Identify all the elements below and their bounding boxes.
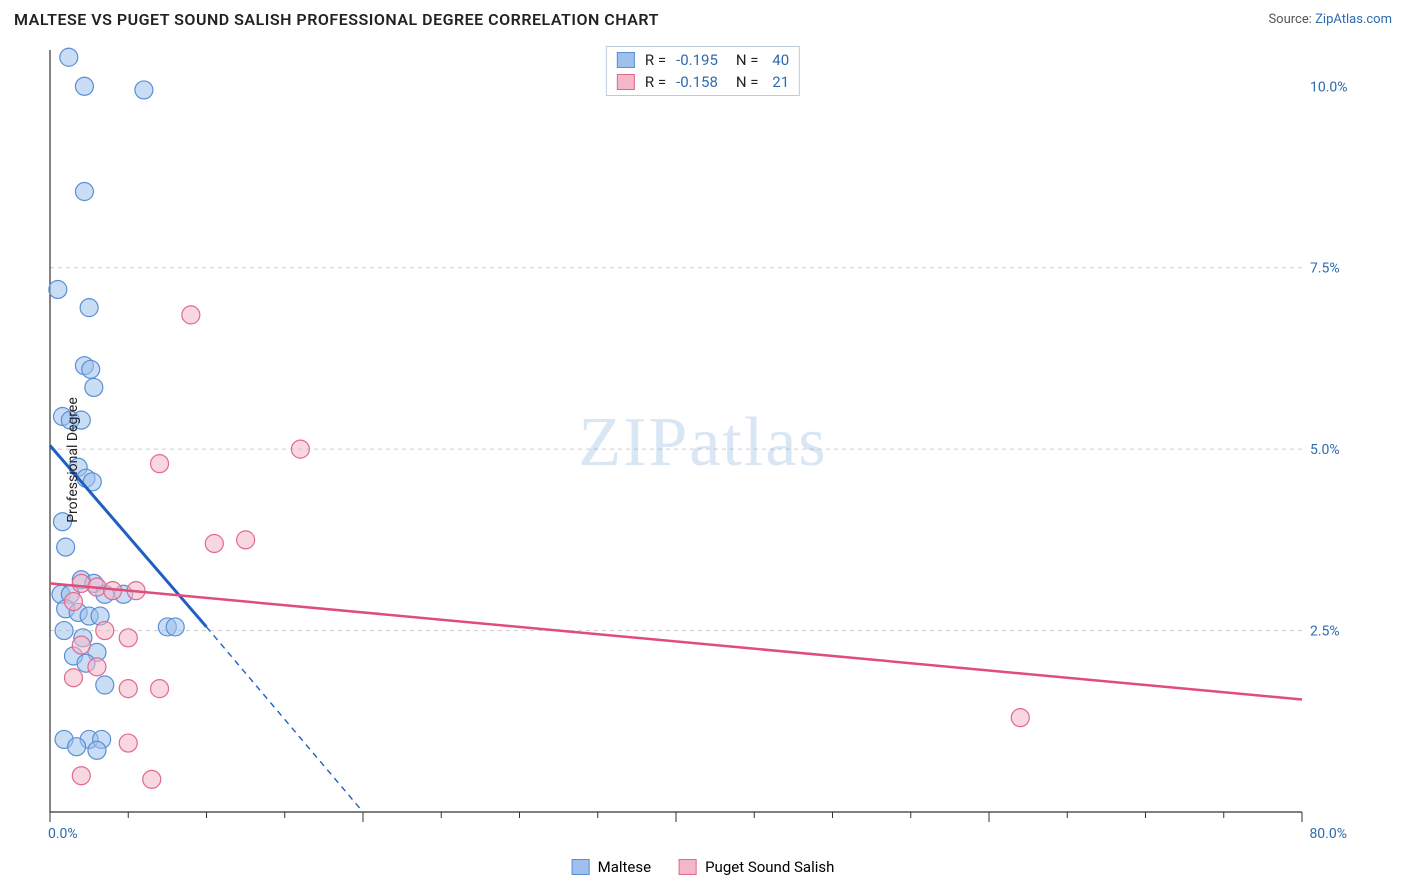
data-point [82,360,100,378]
data-point [96,676,114,694]
legend-r-value: -0.158 [676,73,718,91]
data-point [1011,709,1029,727]
y-tick-label: 10.0% [1310,79,1348,95]
data-point [57,538,75,556]
trend-line-extrapolation [207,627,364,812]
data-point [72,636,90,654]
trend-line [50,583,1302,699]
data-point [119,734,137,752]
data-point [64,593,82,611]
data-point [72,574,90,592]
legend-series: Maltese Puget Sound Salish [572,858,835,876]
data-point [75,77,93,95]
legend-swatch [617,74,635,90]
data-point [64,669,82,687]
chart-area: Professional Degree ZIPatlas 2.5%5.0%7.5… [14,42,1392,878]
legend-row: R = -0.158 N = 21 [617,71,789,93]
legend-n-value: 40 [769,51,790,69]
legend-item: Maltese [572,858,651,876]
data-point [72,767,90,785]
legend-r-value: -0.195 [676,51,718,69]
chart-svg: 2.5% 5.0% 7.5% 10.0% 0.0% 80.0% [14,42,1364,862]
legend-n-label: N = [736,51,759,69]
data-point [88,741,106,759]
y-tick-label: 5.0% [1310,442,1340,458]
data-point [88,658,106,676]
data-point [143,770,161,788]
data-point [49,280,67,298]
source-link[interactable]: ZipAtlas.com [1315,12,1392,27]
legend-swatch [679,859,697,875]
data-point [60,48,78,66]
data-point [55,622,73,640]
chart-header: MALTESE VS PUGET SOUND SALISH PROFESSION… [0,0,1406,35]
legend-series-label: Puget Sound Salish [705,858,834,876]
x-origin-label: 0.0% [48,826,78,842]
data-point [182,306,200,324]
data-point [68,738,86,756]
legend-row: R = -0.195 N = 40 [617,49,789,71]
source-attribution: Source: ZipAtlas.com [1268,12,1392,27]
legend-r-label: R = [645,51,666,69]
data-point [75,183,93,201]
x-end-label: 80.0% [1309,826,1347,842]
legend-n-value: 21 [769,73,790,91]
data-point [166,618,184,636]
y-axis-label: Professional Degree [65,397,81,523]
legend-swatch [617,52,635,68]
legend-r-label: R = [645,73,666,91]
legend-swatch [572,859,590,875]
data-point [135,81,153,99]
data-point [205,534,223,552]
legend-item: Puget Sound Salish [679,858,834,876]
data-point [119,680,137,698]
data-point [96,622,114,640]
source-label: Source: [1268,12,1311,27]
data-point [119,629,137,647]
data-point [237,531,255,549]
chart-title: MALTESE VS PUGET SOUND SALISH PROFESSION… [14,10,659,29]
data-point [151,680,169,698]
legend-n-label: N = [736,73,759,91]
legend-series-label: Maltese [598,858,651,876]
y-tick-label: 7.5% [1310,261,1340,277]
data-point [80,299,98,317]
legend-correlation: R = -0.195 N = 40 R = -0.158 N = 21 [606,46,800,96]
data-point [291,440,309,458]
data-point [151,455,169,473]
data-point [85,378,103,396]
y-tick-label: 2.5% [1310,624,1340,640]
